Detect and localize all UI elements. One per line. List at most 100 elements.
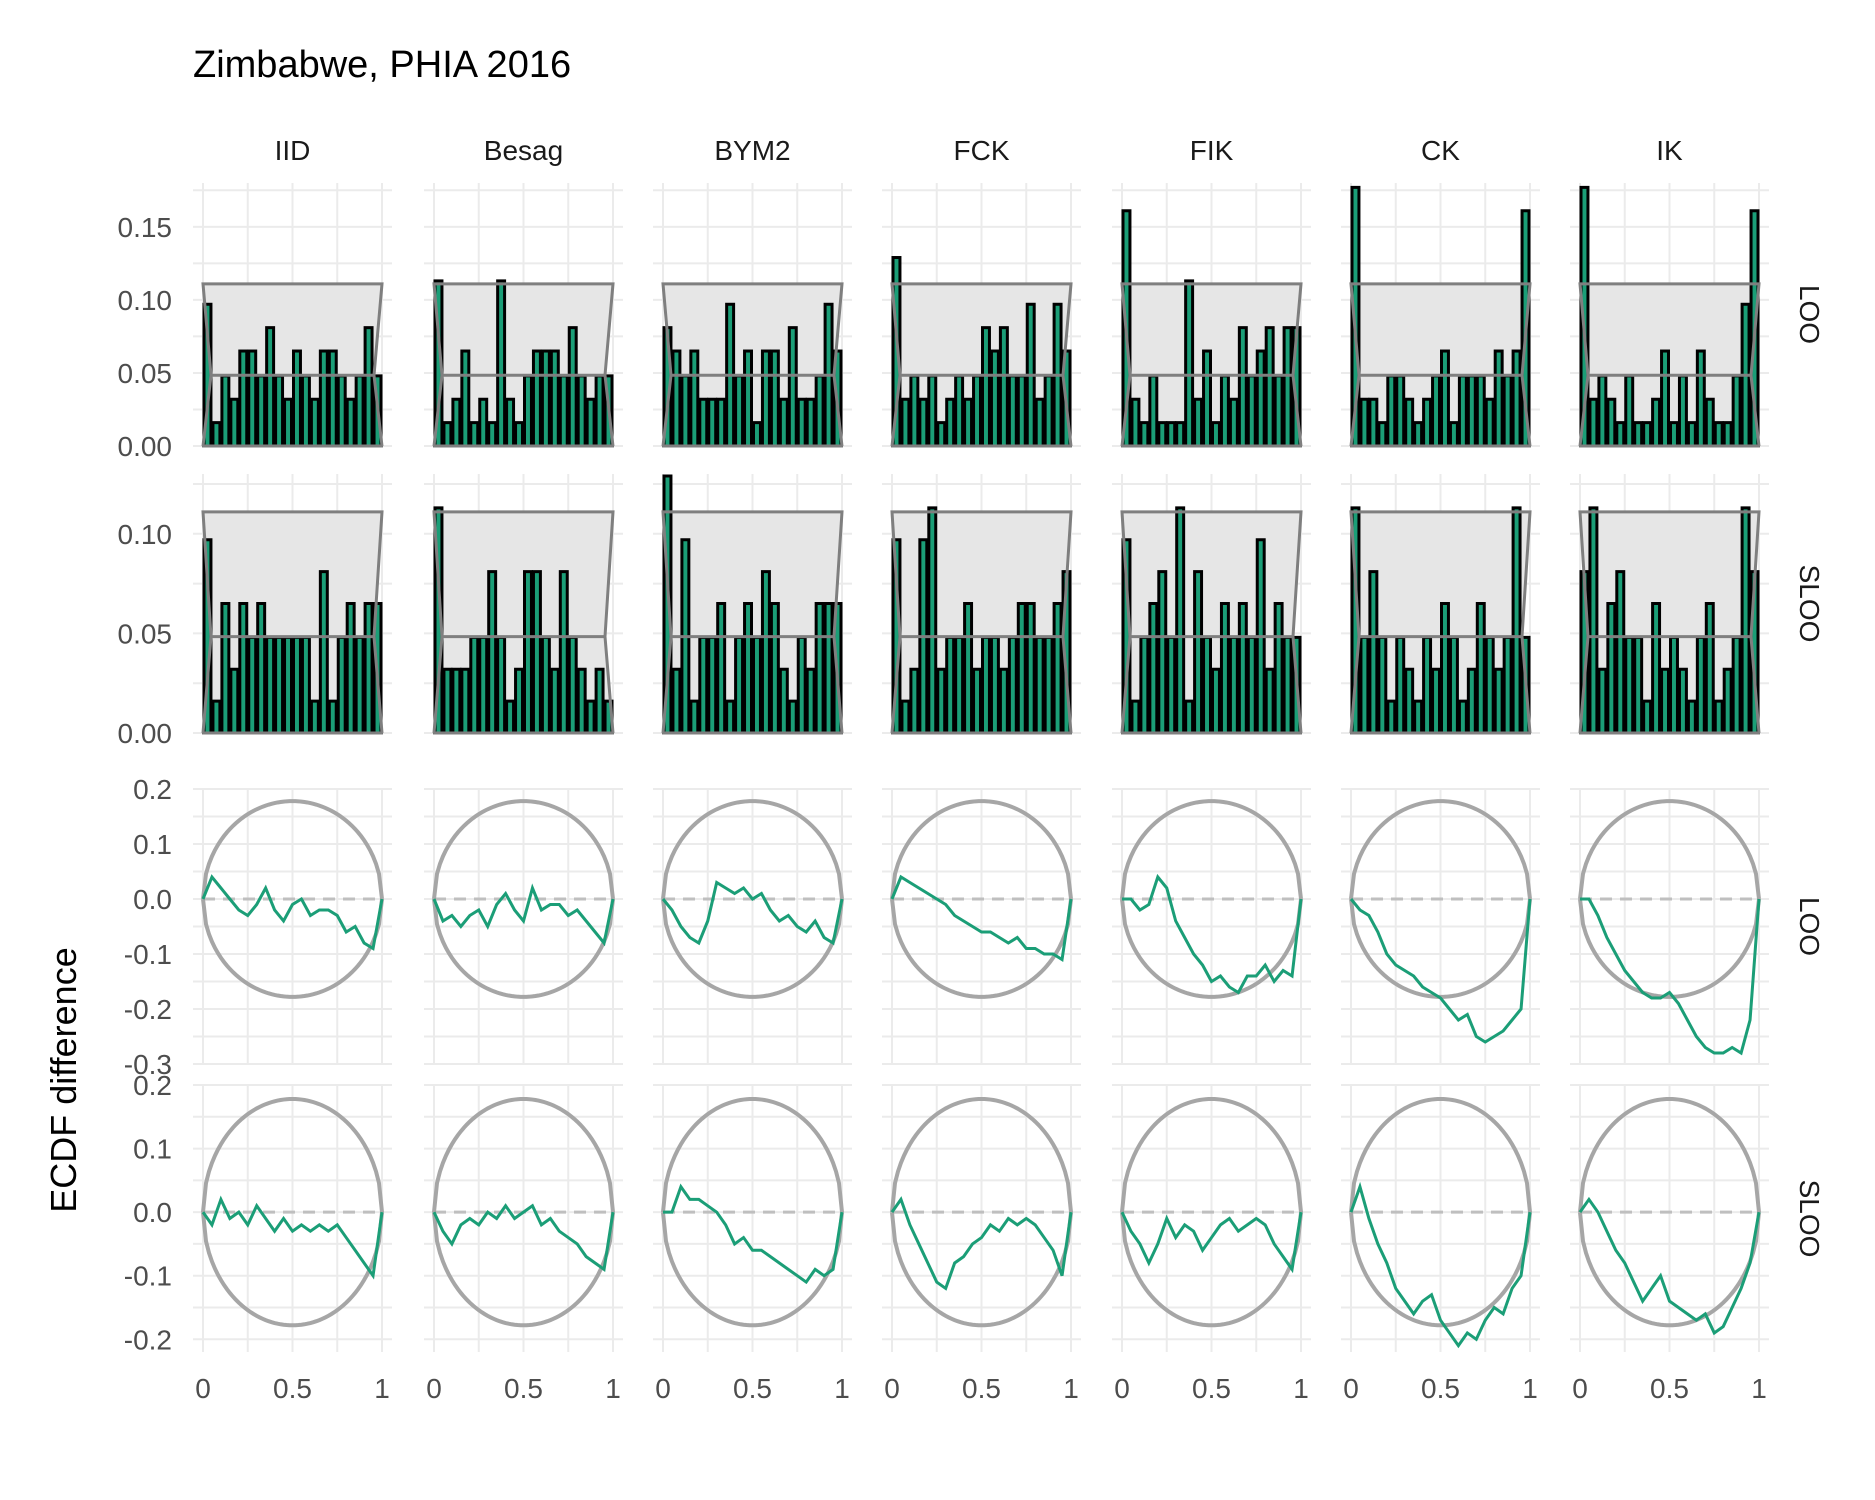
band-upper-curve [432, 799, 615, 900]
x-tick-label: 0 [1572, 1373, 1588, 1404]
histogram-bar [558, 374, 569, 448]
x-tick-label: 0.5 [504, 1373, 543, 1404]
histogram-bar [1624, 635, 1635, 735]
histogram-bar [265, 635, 276, 735]
histogram-bar [1386, 699, 1397, 735]
histogram-bar [1237, 602, 1248, 735]
histogram-bar [787, 326, 798, 448]
histogram-bar [274, 374, 285, 448]
panel-histogram-loo-bym2 [653, 183, 852, 448]
histogram-bar [451, 397, 462, 448]
histogram-bar [1255, 349, 1266, 448]
histogram-bar [460, 349, 471, 448]
ecdf-difference-line [1349, 1181, 1532, 1349]
histogram-bar [549, 349, 560, 448]
strip-label-ik: IK [1656, 135, 1683, 166]
histogram-bar [972, 667, 982, 735]
ecdf-difference-line [201, 1195, 384, 1280]
histogram-bar [594, 374, 605, 448]
histogram-bar [576, 374, 587, 448]
histogram-bar [945, 397, 956, 448]
ecdf-difference-line [890, 1196, 1073, 1291]
band-lower-curve [661, 898, 844, 999]
histogram-bar [752, 421, 762, 448]
histogram-bar [1184, 699, 1195, 735]
histogram-bar [1502, 374, 1513, 448]
histogram-bar [787, 699, 798, 735]
histogram-bar [1615, 421, 1626, 448]
ecdf-difference-line [432, 883, 615, 947]
histogram-bar [1211, 421, 1221, 448]
y-tick-label: -0.3 [124, 1049, 172, 1080]
panel-ecdf-sloo-fck [882, 1084, 1081, 1352]
band-lower-curve [1578, 1211, 1761, 1328]
band-lower-curve [432, 898, 615, 999]
x-tick-label: 0 [1343, 1373, 1359, 1404]
histogram-bar [963, 397, 974, 448]
histogram-bar [265, 326, 276, 448]
band-outline [201, 282, 384, 447]
histogram-bar [778, 397, 789, 448]
histogram-bar [345, 602, 356, 735]
panel-histogram-sloo-fck [882, 474, 1081, 735]
histogram-bar [716, 397, 727, 448]
band-lower-curve [1349, 1211, 1532, 1328]
histogram-bar [1368, 570, 1379, 735]
y-tick-label: -0.2 [124, 994, 172, 1025]
ecdf-difference-line [1580, 897, 1761, 1056]
histogram-bar [460, 667, 471, 735]
histogram-bar [1422, 635, 1433, 735]
histogram-bar [1722, 421, 1733, 448]
histogram-bar [220, 602, 231, 735]
histogram-bar [1704, 602, 1715, 735]
histogram-bar [229, 397, 240, 448]
histogram-bar [567, 326, 578, 448]
histogram-bar [247, 349, 258, 448]
band-outline [201, 510, 384, 734]
y-tick-label: 0.2 [133, 774, 172, 805]
band-outline [1578, 510, 1761, 734]
histogram-bar [540, 349, 551, 448]
histogram-bar [478, 397, 489, 448]
histogram-bar [1740, 506, 1751, 735]
histogram-bar [345, 397, 356, 448]
strip-label-iid: IID [275, 135, 311, 166]
band-upper-curve [201, 1096, 384, 1213]
histogram-bar [1677, 374, 1688, 448]
histogram-bar [1148, 374, 1159, 448]
histogram-bar [531, 570, 542, 735]
y-tick-label: 0.1 [133, 1134, 172, 1165]
strip-label-fck: FCK [954, 135, 1010, 166]
panel-ecdf-loo-ik [1570, 788, 1769, 1065]
histogram-bar [1386, 374, 1397, 448]
histogram-bar [478, 635, 489, 735]
panel-histogram-loo-ck [1341, 183, 1540, 448]
histogram-bar [1731, 635, 1742, 735]
histogram-bar [1157, 570, 1168, 735]
panel-histogram-sloo-bym2 [653, 474, 852, 735]
y-tick-label: 0.0 [133, 884, 172, 915]
histogram-bar [725, 699, 736, 735]
histogram-bar [1395, 374, 1406, 448]
histogram-bar [1588, 397, 1599, 448]
ecdf-difference-line [1578, 1196, 1761, 1336]
band-outline [1578, 282, 1761, 447]
x-tick-label: 1 [374, 1373, 390, 1404]
strip-label-fik: FIK [1190, 135, 1234, 166]
histogram-bar [671, 349, 682, 448]
histogram-bar [1466, 374, 1477, 448]
band-outline [661, 282, 844, 447]
histogram-bar [1228, 635, 1239, 735]
histogram-bar [707, 397, 718, 448]
histogram-bar [680, 374, 691, 448]
histogram-bar [989, 349, 1000, 448]
histogram-bar [1359, 635, 1370, 735]
histogram-bar [1431, 667, 1442, 735]
histogram-bar [1731, 374, 1742, 448]
histogram-bar [1502, 635, 1513, 735]
band-upper-curve [661, 799, 844, 900]
histogram-bar [1016, 602, 1027, 735]
panel-histogram-loo-fck [882, 183, 1081, 448]
band-outline [661, 510, 844, 734]
